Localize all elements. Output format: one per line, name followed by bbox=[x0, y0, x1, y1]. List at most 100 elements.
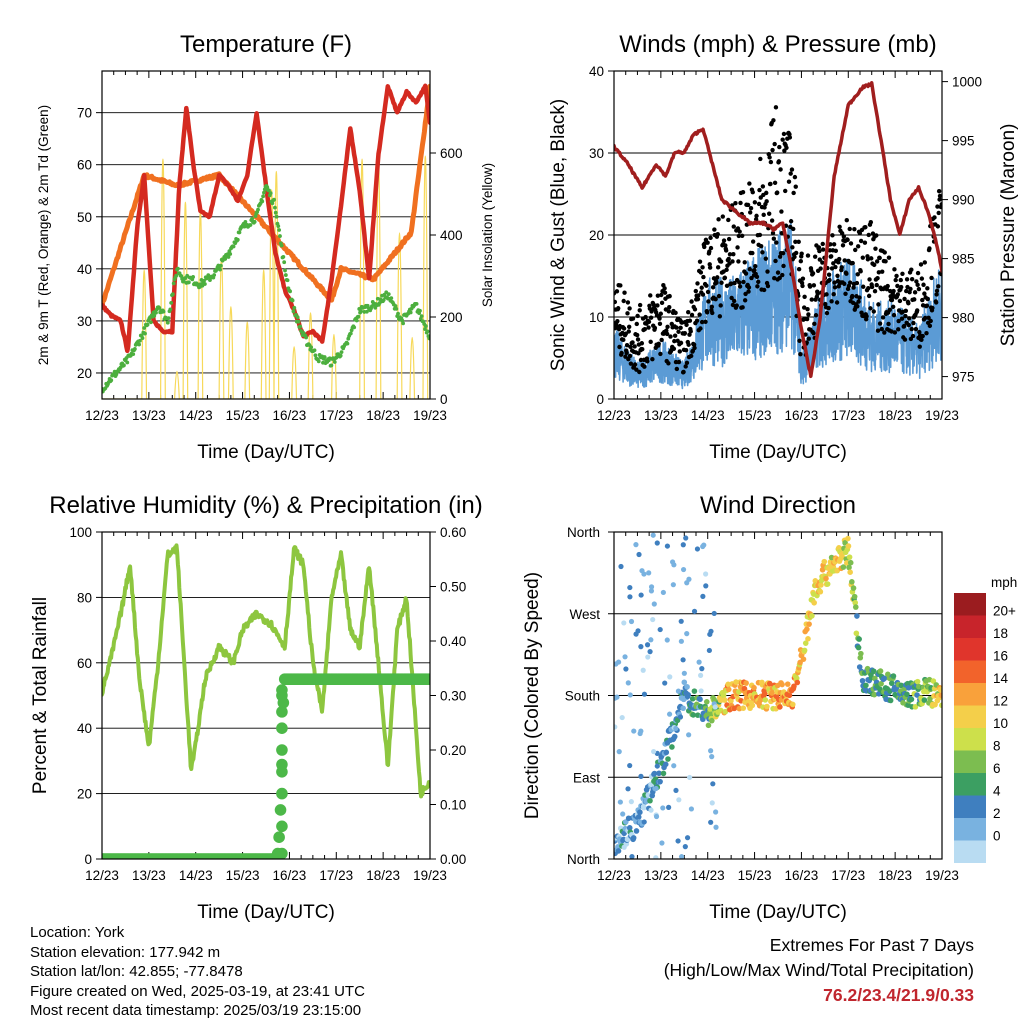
x-tick-label: 18/23 bbox=[878, 408, 912, 423]
gust-point bbox=[831, 292, 836, 297]
direction-point bbox=[898, 682, 905, 689]
gust-point bbox=[742, 298, 748, 303]
y2-axis-label: Solar Insolation (Yellow) bbox=[480, 163, 495, 307]
gust-point bbox=[704, 310, 710, 315]
dewpoint-point bbox=[322, 355, 327, 359]
gust-point bbox=[637, 369, 642, 375]
gust-point bbox=[939, 271, 942, 277]
direction-point bbox=[659, 840, 665, 846]
colorbar-title: mph bbox=[991, 575, 1017, 590]
gust-point bbox=[934, 292, 939, 297]
gust-point bbox=[780, 137, 785, 142]
direction-point bbox=[616, 749, 622, 755]
dewpoint-point bbox=[174, 273, 179, 278]
gust-point bbox=[799, 251, 804, 256]
gust-point bbox=[758, 244, 764, 249]
extremes-values: 76.2/23.4/21.9/0.33 bbox=[823, 985, 974, 1005]
gust-point bbox=[734, 303, 739, 308]
gust-point bbox=[627, 353, 633, 359]
gust-point bbox=[903, 313, 908, 319]
direction-point bbox=[930, 678, 937, 684]
gust-point bbox=[832, 285, 838, 290]
direction-point bbox=[761, 691, 768, 697]
direction-point bbox=[683, 535, 689, 541]
gust-point bbox=[628, 361, 634, 366]
gust-point bbox=[707, 249, 712, 254]
gust-point bbox=[907, 316, 912, 321]
colorbar-swatch bbox=[954, 728, 986, 751]
gust-point bbox=[887, 307, 893, 312]
dewpoint-point bbox=[256, 207, 260, 212]
gust-point bbox=[695, 281, 700, 286]
direction-point bbox=[633, 631, 639, 637]
direction-point bbox=[821, 558, 828, 565]
direction-point bbox=[662, 761, 669, 768]
extremes-title: Extremes For Past 7 Days bbox=[769, 935, 974, 955]
gust-point bbox=[634, 332, 640, 338]
gust-point bbox=[829, 299, 834, 304]
gust-point bbox=[658, 311, 664, 316]
gust-point bbox=[919, 337, 924, 342]
gust-point bbox=[697, 259, 703, 264]
x-tick-label: 14/23 bbox=[179, 408, 213, 423]
gust-point bbox=[844, 217, 849, 223]
gust-point bbox=[622, 290, 627, 295]
y2-tick-label: 0.50 bbox=[440, 580, 466, 595]
y2-tick-label: 600 bbox=[440, 146, 463, 161]
gust-point bbox=[757, 187, 762, 193]
gust-point bbox=[762, 205, 767, 210]
gust-point bbox=[750, 250, 755, 256]
direction-point bbox=[721, 697, 728, 703]
gust-point bbox=[871, 309, 876, 314]
direction-point bbox=[676, 797, 682, 803]
gust-point bbox=[901, 323, 907, 329]
gust-point bbox=[746, 285, 752, 290]
direction-point bbox=[648, 588, 655, 594]
direction-point bbox=[708, 628, 714, 634]
direction-point bbox=[663, 749, 670, 756]
direction-point bbox=[694, 546, 701, 552]
gust-point bbox=[898, 284, 904, 290]
gust-point bbox=[763, 256, 769, 261]
direction-point bbox=[877, 668, 884, 674]
gust-point bbox=[926, 315, 931, 321]
direction-point bbox=[851, 593, 858, 600]
gust-point bbox=[815, 291, 820, 297]
gust-point bbox=[710, 310, 715, 316]
gust-point bbox=[896, 327, 901, 332]
direction-point bbox=[691, 608, 698, 614]
y-tick-label: 60 bbox=[77, 656, 92, 671]
y-tick-label: 80 bbox=[77, 590, 92, 605]
dewpoint-point bbox=[423, 324, 428, 328]
gust-point bbox=[760, 184, 766, 189]
direction-point bbox=[638, 644, 644, 650]
dewpoint-point bbox=[157, 306, 162, 310]
gust-point bbox=[687, 332, 692, 337]
gust-point bbox=[636, 351, 641, 356]
gust-point bbox=[702, 244, 707, 250]
gust-point bbox=[862, 240, 868, 245]
dewpoint-point bbox=[423, 327, 427, 332]
dewpoint-point bbox=[143, 331, 147, 336]
direction-point bbox=[625, 680, 631, 686]
x-tick-label: 16/23 bbox=[785, 868, 819, 883]
direction-point bbox=[614, 661, 619, 667]
gust-point bbox=[889, 329, 894, 334]
gust-point bbox=[625, 311, 630, 316]
dewpoint-point bbox=[288, 289, 292, 294]
gust-point bbox=[922, 291, 927, 296]
direction-point bbox=[823, 575, 829, 582]
direction-point bbox=[853, 630, 860, 637]
direction-point bbox=[766, 680, 773, 687]
gust-point bbox=[688, 329, 693, 334]
direction-point bbox=[708, 748, 714, 754]
direction-point bbox=[633, 542, 639, 548]
direction-point bbox=[777, 704, 783, 710]
dewpoint-point bbox=[273, 210, 278, 215]
direction-point bbox=[641, 819, 647, 825]
dewpoint-point bbox=[339, 350, 344, 354]
dewpoint-point bbox=[114, 372, 119, 377]
y2-tick-label: 200 bbox=[440, 310, 463, 325]
direction-point bbox=[650, 532, 656, 538]
gust-point bbox=[617, 344, 622, 350]
